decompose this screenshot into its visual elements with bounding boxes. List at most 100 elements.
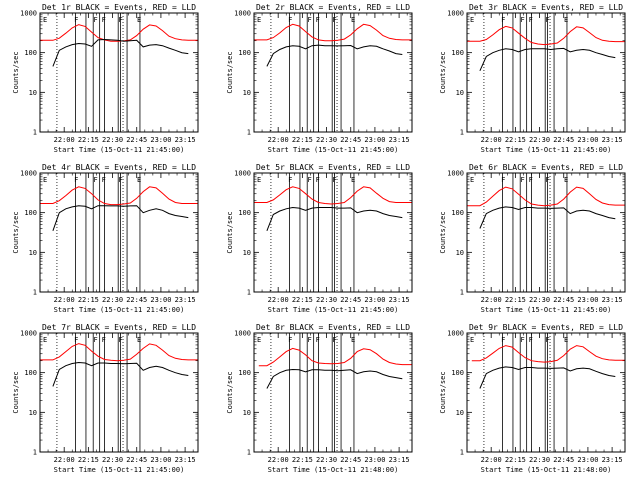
x-tick-label: 23:00 (364, 456, 385, 464)
annotation-label: F (333, 176, 337, 184)
y-tick-label: 1 (247, 449, 251, 457)
annotation-label: E (43, 16, 47, 24)
y-tick-label: 10 (243, 249, 251, 257)
annotation-label: E (137, 176, 141, 184)
annotation-label: F (288, 336, 292, 344)
series-line-events (479, 366, 616, 389)
x-tick-label: 22:15 (78, 296, 99, 304)
y-tick-label: 10 (243, 409, 251, 417)
x-tick-label: 22:45 (340, 456, 361, 464)
annotation-label: E (257, 176, 261, 184)
y-tick-label: 1000 (447, 10, 464, 18)
y-axis-label: Counts/sec (12, 51, 20, 93)
annotation-label: F (546, 336, 550, 344)
y-tick-label: 10 (29, 249, 37, 257)
annotation-label: E (470, 176, 474, 184)
x-tick-label: 23:15 (175, 136, 196, 144)
chart-panel-2: Det 2r BLACK = Events, RED = LLD Counts/s… (226, 3, 413, 154)
plot-frame (253, 12, 413, 133)
x-tick-label: 22:15 (292, 296, 313, 304)
x-axis-label: Start Time (15-Oct-11 21:45:00) (54, 466, 185, 474)
annotation-label: E (470, 16, 474, 24)
y-tick-label: 1 (460, 289, 464, 297)
series-line-lld (40, 186, 198, 206)
x-tick-label: 22:30 (316, 296, 337, 304)
annotation-label: F (119, 16, 123, 24)
annotation-label: E (43, 336, 47, 344)
annotation-label: F (308, 336, 312, 344)
annotation-label: F (74, 16, 78, 24)
x-axis-label: Start Time (15-Oct-11 21:45:00) (54, 146, 185, 154)
y-tick-label: 1 (460, 129, 464, 137)
plot-frame (39, 332, 199, 453)
plot-frame (466, 12, 626, 133)
chart-title: Det 2r BLACK = Events, RED = LLD (256, 3, 410, 12)
series-line-lld (254, 186, 412, 205)
y-axis-label: Counts/sec (439, 211, 447, 253)
chart-title: Det 1r BLACK = Events, RED = LLD (42, 3, 196, 12)
y-tick-label: 10 (29, 409, 37, 417)
x-tick-label: 23:15 (389, 136, 410, 144)
annotation-label: E (257, 16, 261, 24)
x-tick-label: 22:00 (54, 456, 75, 464)
y-tick-label: 1000 (20, 10, 37, 18)
chart-panel-6: Det 6r BLACK = Events, RED = LLD Counts/s… (439, 163, 626, 314)
annotation-label: F (546, 176, 550, 184)
annotation-label: F (74, 176, 78, 184)
y-tick-label: 1 (247, 289, 251, 297)
annotation-label: F (501, 176, 505, 184)
x-tick-label: 23:00 (577, 296, 598, 304)
y-axis-label: Counts/sec (12, 371, 20, 413)
annotation-label: F (94, 16, 98, 24)
y-tick-label: 1000 (234, 10, 251, 18)
y-tick-label: 10 (243, 89, 251, 97)
x-tick-label: 23:00 (364, 136, 385, 144)
y-axis-label: Counts/sec (226, 51, 234, 93)
annotation-label: F (333, 336, 337, 344)
chart-title: Det 4r BLACK = Events, RED = LLD (42, 163, 196, 172)
chart-panel-4: Det 4r BLACK = Events, RED = LLD Counts/s… (12, 163, 199, 314)
chart-title: Det 5r BLACK = Events, RED = LLD (256, 163, 410, 172)
x-axis-label: Start Time (15-Oct-11 21:48:00) (481, 466, 612, 474)
y-tick-label: 10 (456, 249, 464, 257)
y-tick-label: 1 (33, 129, 37, 137)
x-tick-label: 23:15 (389, 456, 410, 464)
y-tick-label: 100 (451, 209, 464, 217)
x-tick-label: 22:00 (481, 296, 502, 304)
chart-title: Det 9r BLACK = Events, RED = LLD (469, 323, 623, 332)
x-tick-label: 22:30 (102, 136, 123, 144)
series-line-events (52, 361, 189, 387)
annotation-label: F (102, 336, 106, 344)
annotation-label: F (94, 336, 98, 344)
annotation-label: F (119, 176, 123, 184)
x-tick-label: 22:45 (340, 296, 361, 304)
y-tick-label: 1 (33, 449, 37, 457)
x-tick-label: 22:15 (505, 136, 526, 144)
x-tick-label: 22:00 (268, 456, 289, 464)
chart-panel-1: Det 1r BLACK = Events, RED = LLD Counts/s… (12, 3, 199, 154)
annotation-label: F (501, 16, 505, 24)
x-axis-label: Start Time (15-Oct-11 21:48:00) (268, 466, 399, 474)
x-tick-label: 22:45 (126, 296, 147, 304)
annotation-label: F (521, 336, 525, 344)
series-line-events (266, 368, 403, 389)
x-tick-label: 22:00 (54, 136, 75, 144)
chart-title: Det 3r BLACK = Events, RED = LLD (469, 3, 623, 12)
annotation-label: E (257, 336, 261, 344)
annotation-label: E (351, 336, 355, 344)
y-tick-label: 1000 (234, 170, 251, 178)
x-tick-label: 22:00 (268, 136, 289, 144)
x-tick-label: 22:45 (553, 136, 574, 144)
y-tick-label: 100 (24, 369, 37, 377)
x-tick-label: 22:30 (316, 136, 337, 144)
chart-panel-9: Det 9r BLACK = Events, RED = LLD Counts/s… (439, 323, 626, 474)
chart-title: Det 7r BLACK = Events, RED = LLD (42, 323, 196, 332)
annotation-label: E (43, 176, 47, 184)
plot-frame (466, 332, 626, 453)
x-axis-label: Start Time (15-Oct-11 21:45:00) (481, 146, 612, 154)
series-line-lld (258, 347, 412, 367)
plot-frame (39, 172, 199, 293)
annotation-label: F (529, 176, 533, 184)
x-tick-label: 22:00 (481, 136, 502, 144)
